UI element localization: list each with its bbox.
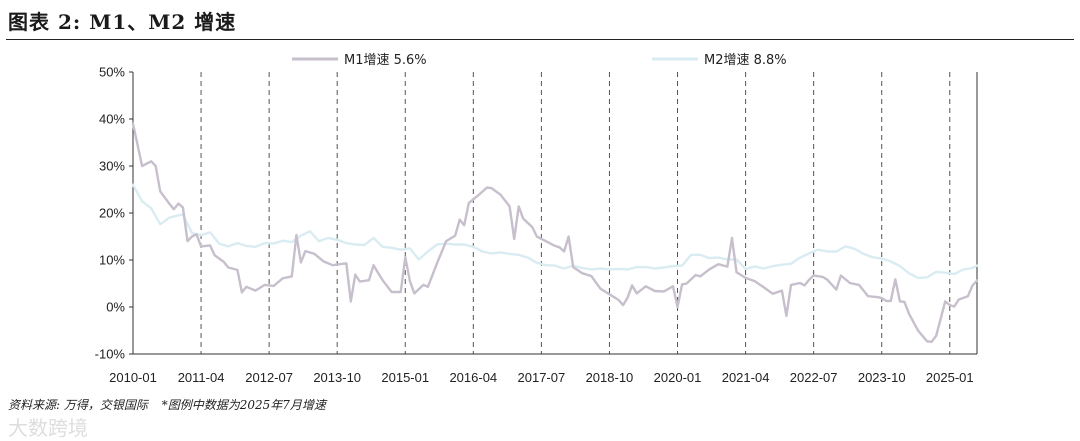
axes [129, 71, 978, 355]
title-rule [6, 39, 1074, 40]
x-tick-label: 2010-01 [109, 370, 157, 385]
watermark-logo: 大数跨境 [8, 416, 88, 440]
y-tick-labels: -10% 0% 10% 20% 30% 40% 50% [95, 65, 126, 362]
source-note: 资料来源: 万得，交银国际 *图例中数据为2025年7月增速 [8, 396, 336, 413]
x-tick-label: 2017-07 [518, 370, 566, 385]
y-tick-label: -10% [95, 347, 126, 362]
x-tick-label: 2011-04 [178, 370, 225, 385]
x-tick-label: 2013-10 [313, 370, 361, 385]
y-tick-label: 40% [99, 112, 125, 127]
x-tick-label: 2015-01 [381, 370, 429, 385]
series-line-m2 [131, 183, 979, 280]
figure-title: 图表 2: M1、M2 增速 [8, 10, 237, 34]
legend-label-m1: M1增速 5.6% [344, 53, 427, 68]
x-tick-label: 2022-07 [790, 370, 838, 385]
x-tick-label: 2012-07 [245, 370, 293, 385]
vertical-gridlines [200, 72, 951, 354]
x-tick-labels: 2010-01 2011-04 2012-07 2013-10 2015-01 2016-… [109, 370, 973, 385]
legend: M1增速 5.6% M2增速 8.8% [292, 53, 787, 68]
x-tick-label: 2020-01 [654, 370, 702, 385]
y-tick-label: 20% [99, 206, 125, 221]
x-tick-label: 2018-10 [586, 370, 634, 385]
legend-label-m2: M2增速 8.8% [704, 53, 787, 68]
y-tick-label: 10% [99, 253, 125, 268]
y-tick-label: 50% [99, 65, 125, 80]
y-tick-label: 0% [106, 300, 125, 315]
x-tick-label: 2025-01 [926, 370, 974, 385]
x-tick-label: 2023-10 [858, 370, 906, 385]
series-lines [131, 122, 979, 343]
x-tick-label: 2016-04 [449, 370, 497, 385]
source-text: 资料来源: 万得，交银国际 [8, 398, 148, 412]
legend-footnote: *图例中数据为2025年7月增速 [161, 398, 326, 412]
series-line-m1 [131, 122, 979, 343]
x-tick-label: 2021-04 [722, 370, 770, 385]
y-tick-label: 30% [99, 159, 125, 174]
